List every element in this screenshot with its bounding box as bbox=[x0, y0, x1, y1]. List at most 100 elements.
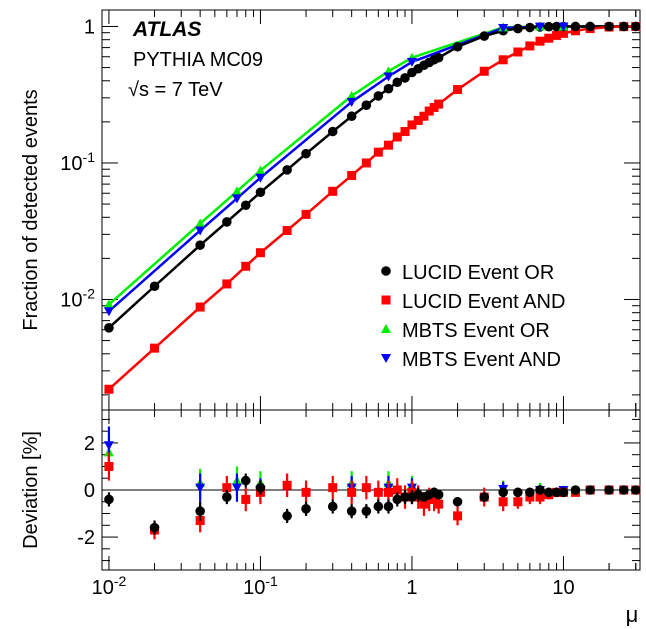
data-point bbox=[150, 343, 160, 353]
bottom-data-points bbox=[103, 426, 641, 540]
deviation-point bbox=[222, 492, 232, 502]
deviation-point bbox=[570, 485, 581, 495]
data-point bbox=[513, 23, 523, 34]
data-point bbox=[534, 22, 545, 32]
deviation-point bbox=[255, 482, 266, 493]
data-point bbox=[413, 115, 423, 125]
top-y-axis-label: Fraction of detected events bbox=[20, 89, 42, 330]
data-point bbox=[255, 248, 265, 258]
data-point bbox=[103, 299, 114, 309]
legend-label: MBTS Event OR bbox=[402, 320, 550, 342]
deviation-point bbox=[453, 511, 463, 521]
deviation-point bbox=[347, 487, 357, 497]
x-tick-label: 1 bbox=[406, 577, 417, 599]
legend-label: MBTS Event AND bbox=[402, 349, 561, 371]
deviation-point bbox=[328, 483, 338, 493]
data-point bbox=[282, 226, 292, 236]
deviation-point bbox=[498, 487, 508, 498]
y-tick-label: 2 bbox=[84, 433, 95, 455]
data-point bbox=[347, 170, 357, 180]
data-point bbox=[513, 47, 523, 57]
y-tick-label: 10-2 bbox=[60, 285, 95, 311]
data-point bbox=[383, 83, 394, 94]
data-point bbox=[407, 120, 417, 130]
data-point bbox=[149, 281, 160, 292]
deviation-point bbox=[195, 506, 205, 516]
data-point bbox=[525, 41, 535, 51]
data-point bbox=[558, 22, 569, 32]
deviation-point bbox=[585, 485, 595, 495]
deviation-point bbox=[346, 506, 357, 516]
data-point bbox=[433, 52, 444, 63]
data-point bbox=[104, 323, 114, 333]
data-point bbox=[222, 217, 232, 227]
x-tick-label: 10-1 bbox=[243, 573, 278, 599]
data-point bbox=[452, 41, 463, 52]
energy-label: √s = 7 TeV bbox=[128, 79, 223, 101]
data-point bbox=[392, 132, 402, 142]
data-point bbox=[434, 99, 444, 109]
data-point bbox=[400, 127, 410, 137]
deviation-point bbox=[525, 487, 535, 498]
deviation-point bbox=[104, 461, 114, 471]
data-point bbox=[361, 100, 372, 110]
data-point bbox=[195, 226, 206, 236]
deviation-point bbox=[604, 485, 614, 495]
atlas-label: ATLAS bbox=[132, 18, 201, 41]
deviation-point bbox=[282, 480, 292, 490]
legend-marker bbox=[381, 266, 391, 276]
data-point bbox=[570, 21, 581, 32]
data-point bbox=[301, 209, 311, 219]
y-tick-label: 0 bbox=[84, 480, 95, 502]
data-point bbox=[535, 36, 545, 46]
deviation-point bbox=[383, 501, 394, 512]
legend-marker bbox=[381, 354, 391, 363]
data-point bbox=[630, 21, 641, 32]
deviation-point bbox=[361, 483, 371, 493]
deviation-point bbox=[231, 483, 242, 493]
data-point bbox=[255, 173, 266, 183]
deviation-point bbox=[433, 489, 444, 500]
data-point bbox=[424, 106, 434, 116]
data-point bbox=[525, 22, 535, 33]
data-point bbox=[552, 30, 562, 40]
data-point bbox=[383, 72, 394, 82]
data-point bbox=[346, 97, 357, 107]
data-point bbox=[383, 140, 393, 150]
data-point bbox=[222, 279, 232, 289]
deviation-point bbox=[104, 494, 114, 505]
data-point bbox=[255, 165, 266, 175]
data-point bbox=[498, 23, 509, 33]
data-point bbox=[231, 186, 242, 196]
deviation-point bbox=[452, 496, 463, 507]
deviation-point bbox=[149, 522, 160, 533]
data-point bbox=[327, 126, 338, 137]
deviation-point bbox=[498, 497, 508, 507]
data-point bbox=[604, 21, 614, 32]
legend-marker bbox=[381, 295, 391, 305]
deviation-point bbox=[630, 485, 641, 495]
data-point bbox=[241, 261, 251, 271]
data-point bbox=[346, 111, 357, 122]
deviation-point bbox=[195, 483, 206, 493]
deviation-point bbox=[392, 485, 402, 495]
deviation-point bbox=[543, 487, 554, 498]
data-point bbox=[544, 33, 554, 43]
deviation-point bbox=[535, 492, 545, 502]
data-point bbox=[618, 21, 629, 32]
x-tick-label: 10 bbox=[552, 577, 574, 599]
deviation-point bbox=[392, 494, 403, 505]
data-point bbox=[558, 28, 568, 38]
y-tick-label: 10-1 bbox=[60, 149, 95, 175]
legend-marker bbox=[381, 324, 391, 333]
data-point bbox=[195, 240, 205, 250]
data-point bbox=[373, 91, 384, 101]
data-point bbox=[328, 186, 338, 196]
data-point bbox=[103, 307, 114, 317]
deviation-point bbox=[535, 485, 545, 495]
y-tick-label: -2 bbox=[77, 527, 95, 549]
data-point bbox=[479, 66, 489, 76]
legend: LUCID Event OR LUCID Event AND MBTS Event … bbox=[381, 262, 565, 371]
bottom-y-axis-label: Deviation [%] bbox=[20, 431, 42, 549]
data-point bbox=[551, 21, 562, 32]
